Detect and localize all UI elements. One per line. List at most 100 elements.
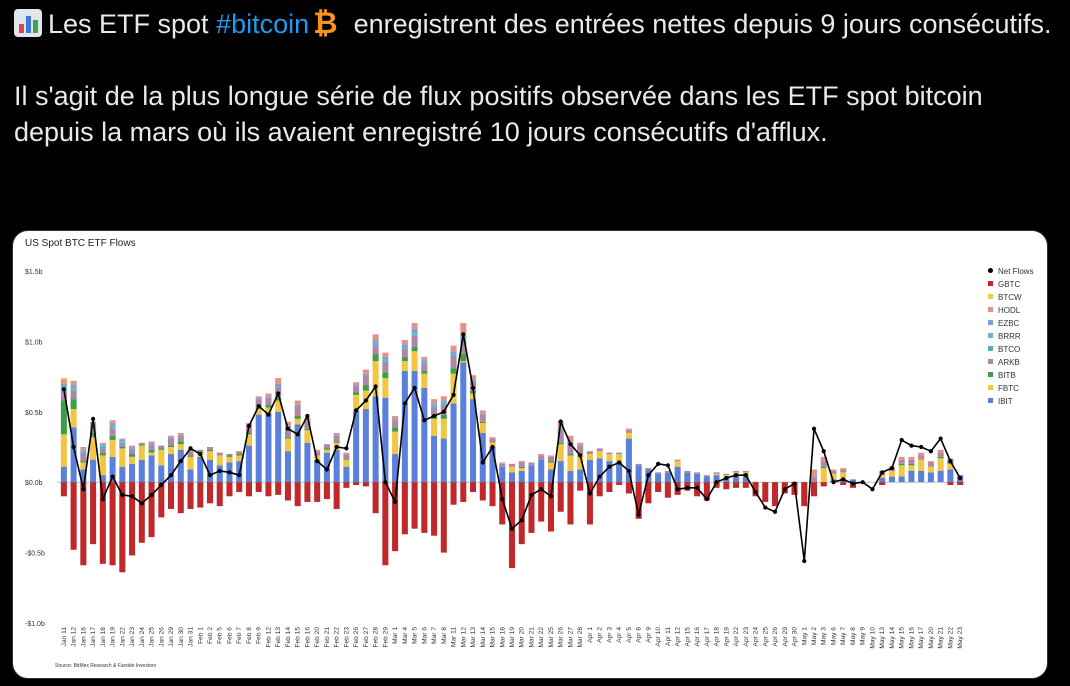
net-flows-point <box>889 466 895 471</box>
bitcoin-icon: ₿ <box>313 7 338 40</box>
bar-arkb <box>236 451 243 455</box>
legend-item: BITB <box>988 369 1034 382</box>
bar-arkb <box>937 452 944 457</box>
bar-arkb <box>392 420 399 428</box>
x-tick-label: Feb 27 <box>363 627 370 648</box>
net-flows-point <box>694 485 700 490</box>
bar-fbtc <box>401 361 408 371</box>
bar-arkb <box>353 386 360 393</box>
net-flows-point <box>324 467 330 472</box>
x-tick-label: May 14 <box>889 627 896 649</box>
bar-ezbc <box>392 418 399 421</box>
bar-ibit <box>148 455 155 483</box>
legend-item: HODL <box>988 304 1034 317</box>
legend-swatch <box>988 281 993 286</box>
bar-fbtc <box>206 451 214 460</box>
bar-ibit <box>304 442 311 483</box>
bar-bitb <box>401 356 408 362</box>
bar-bitb <box>255 407 262 409</box>
x-tick-label: Jan 12 <box>71 627 78 647</box>
bar-hodl <box>927 461 934 463</box>
bar-arkb <box>401 349 408 357</box>
bar-gbtc <box>70 482 77 550</box>
x-tick-label: Jan 11 <box>61 627 68 647</box>
bar-ibit <box>927 472 934 483</box>
bar-gbtc <box>635 482 642 519</box>
x-tick-label: Feb 9 <box>256 627 263 644</box>
bar-gbtc <box>557 482 564 512</box>
bar-gbtc <box>323 482 330 500</box>
bar-ibit <box>177 449 184 483</box>
x-tick-label: Mar 6 <box>421 627 428 644</box>
net-flows-point <box>636 512 641 517</box>
x-tick-label: Apr 12 <box>675 627 682 647</box>
bar-gbtc <box>333 482 340 509</box>
bar-ibit <box>937 470 944 483</box>
bar-hodl <box>129 445 136 447</box>
bar-ibit <box>90 459 97 483</box>
x-tick-label: Apr 1 <box>587 627 594 643</box>
bar-gbtc <box>421 482 428 533</box>
bar-arkb <box>733 470 740 473</box>
bar-arkb <box>577 445 584 453</box>
bar-arkb <box>810 476 818 483</box>
bar-fbtc <box>937 458 944 471</box>
x-tick-label: Jan 19 <box>110 627 117 647</box>
net-flows-point <box>714 480 719 485</box>
x-tick-label: Apr 30 <box>792 627 799 647</box>
bar-bitb <box>547 461 554 463</box>
net-flows-point <box>792 481 797 486</box>
net-flows-point <box>665 463 670 468</box>
legend-item: Net Flows <box>988 265 1034 278</box>
bar-gbtc <box>460 482 467 502</box>
bar-gbtc <box>528 482 535 533</box>
bar-chart-emoji-icon <box>14 9 42 37</box>
net-flows-point <box>841 477 846 482</box>
bar-bitb <box>265 404 272 408</box>
bar-arkb <box>314 451 321 456</box>
y-tick-label: $1.0b <box>25 339 43 346</box>
bar-gbtc <box>148 482 155 538</box>
bar-bitb <box>820 466 827 469</box>
bar-gbtc <box>372 482 379 514</box>
bar-fbtc <box>421 373 428 388</box>
net-flows-point <box>509 526 515 531</box>
bar-ibit <box>168 454 175 483</box>
bar-ezbc <box>265 396 272 398</box>
bar-hodl <box>810 469 818 477</box>
bar-bitb <box>557 442 564 445</box>
net-flows-point <box>490 444 495 450</box>
net-flows-point <box>61 387 66 392</box>
bar-arkb <box>333 435 340 442</box>
net-flows-point <box>470 385 476 390</box>
bar-arkb <box>450 356 457 369</box>
bar-hodl <box>265 393 272 397</box>
bar-arkb <box>674 459 681 462</box>
x-tick-label: Feb 23 <box>343 627 350 648</box>
bar-fbtc <box>392 431 399 455</box>
bar-hodl <box>392 416 399 419</box>
legend-label: GBTC <box>998 280 1021 289</box>
chart-image-card[interactable]: US Spot BTC ETF Flows Source: BitMex Res… <box>12 230 1048 679</box>
bar-fbtc <box>616 454 623 463</box>
bar-gbtc <box>820 482 827 487</box>
x-tick-label: Mar 27 <box>567 627 574 648</box>
hashtag-bitcoin[interactable]: #bitcoin <box>216 9 310 39</box>
bar-bitb <box>138 444 145 446</box>
bar-arkb <box>187 451 194 456</box>
x-tick-label: Feb 16 <box>304 627 311 648</box>
x-tick-label: Feb 1 <box>197 627 204 644</box>
bar-ezbc <box>411 328 418 333</box>
bar-hodl <box>80 447 87 450</box>
bar-ibit <box>664 472 671 483</box>
bar-fbtc <box>255 408 262 415</box>
bar-ibit <box>70 427 77 483</box>
x-tick-label: Apr 8 <box>636 627 643 643</box>
bar-brrr <box>440 401 447 404</box>
bar-ibit <box>187 469 194 483</box>
bar-hodl <box>460 323 467 336</box>
bar-arkb <box>265 397 272 405</box>
bar-gbtc <box>538 482 545 522</box>
bar-gbtc <box>129 482 136 556</box>
bar-bitb <box>440 414 447 419</box>
